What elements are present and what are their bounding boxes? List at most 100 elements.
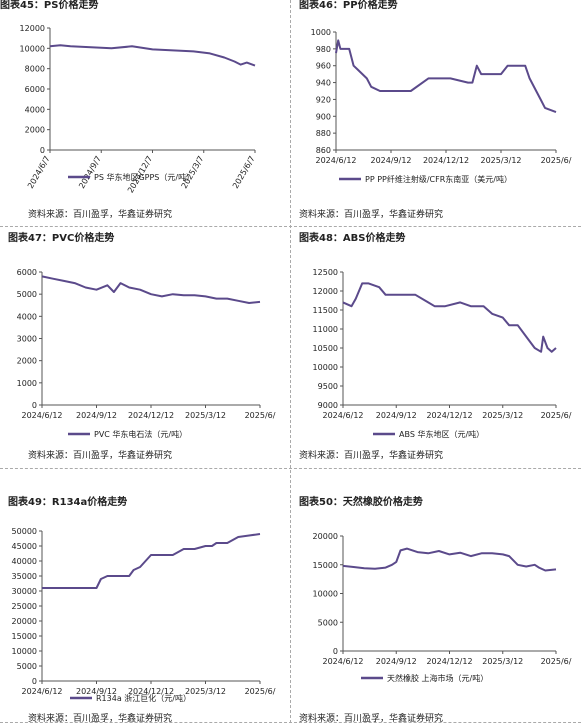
x-tick-label: 2025/3/12 bbox=[185, 687, 226, 696]
y-tick-label: 3000 bbox=[17, 335, 37, 344]
x-tick-label: 2025/3/12 bbox=[185, 411, 226, 420]
x-tick-label: 2025/3/12 bbox=[482, 411, 523, 420]
series-line bbox=[342, 547, 557, 572]
y-tick-label: 8000 bbox=[25, 65, 45, 74]
y-tick-label: 15000 bbox=[12, 632, 37, 641]
y-tick-label: 4000 bbox=[25, 105, 45, 114]
y-tick-label: 920 bbox=[316, 95, 331, 104]
x-tick-label: 2024/9/12 bbox=[370, 156, 411, 165]
x-tick-label: 2024/12/12 bbox=[426, 657, 472, 666]
chart-rubber: 0 5000 10000 15000 20000 2024/6/12 2024/9/12 20… bbox=[313, 532, 572, 683]
y-tick-label: 20000 bbox=[313, 532, 338, 541]
y-tick-label: 860 bbox=[316, 146, 331, 155]
y-tick-label: 12000 bbox=[313, 287, 338, 296]
x-tick-label: 2024/6/12 bbox=[322, 657, 363, 666]
source-note: 资料来源：百川盈孚，华鑫证券研究 bbox=[299, 210, 444, 220]
y-tick-label: 15000 bbox=[313, 561, 338, 570]
y-tick-label: 12500 bbox=[313, 268, 338, 277]
chart-title: 图表47：PVC价格走势 bbox=[8, 233, 115, 244]
x-tick-label: 2024/9/12 bbox=[76, 411, 117, 420]
series-line bbox=[41, 275, 261, 304]
series-line bbox=[342, 282, 557, 353]
chart-panel-rubber: 图表50：天然橡胶价格走势 0 5000 10000 15000 20000 2024/6… bbox=[291, 469, 581, 724]
y-tick-label: 11000 bbox=[313, 325, 338, 334]
y-tick-label: 1000 bbox=[311, 28, 331, 37]
x-tick-label: 2024/12/12 bbox=[423, 156, 469, 165]
chart-title: 图表49：R134a价格走势 bbox=[8, 497, 128, 508]
y-tick-label: 5000 bbox=[318, 618, 338, 627]
y-tick-label: 40000 bbox=[12, 557, 37, 566]
source-note: 资料来源：百川盈孚，华鑫证券研究 bbox=[28, 714, 173, 724]
y-tick-label: 5000 bbox=[17, 290, 37, 299]
x-tick-label: 2025/3/12 bbox=[482, 657, 523, 666]
x-tick-label: 2025/6/ bbox=[245, 687, 276, 696]
y-tick-label: 50000 bbox=[12, 527, 37, 536]
chart-title: 图表45：PS价格走势 bbox=[0, 0, 99, 11]
chart-panel-pp: 图表46：PP价格走势 860 880 900 920 940 960 980 1000 202… bbox=[291, 0, 581, 226]
chart-r134a: 0 5000 10000 15000 20000 25000 30000 35000 40000… bbox=[12, 527, 276, 703]
x-tick-label: 2024/6/12 bbox=[21, 687, 62, 696]
x-tick-label: 2025/6/ bbox=[541, 657, 572, 666]
legend-label: 天然橡胶 上海市场（元/吨） bbox=[387, 673, 488, 683]
series-line bbox=[49, 44, 256, 67]
y-tick-label: 1000 bbox=[17, 379, 37, 388]
x-tick-label: 2025/6/ bbox=[541, 156, 572, 165]
x-tick-label: 2025/6/ bbox=[245, 411, 276, 420]
y-tick-label: 25000 bbox=[12, 602, 37, 611]
y-tick-label: 2000 bbox=[25, 126, 45, 135]
y-tick-label: 0 bbox=[32, 401, 37, 410]
series-line bbox=[335, 39, 557, 114]
x-tick-label: 2024/6/12 bbox=[21, 411, 62, 420]
x-tick-label: 2025/3/12 bbox=[480, 156, 521, 165]
legend-label: PP PP纤维注射级/CFR东南亚（美元/吨） bbox=[365, 174, 512, 184]
series-line bbox=[42, 533, 261, 589]
y-tick-label: 900 bbox=[316, 112, 331, 121]
y-tick-label: 10000 bbox=[12, 647, 37, 656]
x-tick-label: 2024/6/12 bbox=[315, 156, 356, 165]
chart-title: 图表50：天然橡胶价格走势 bbox=[299, 497, 423, 508]
y-tick-label: 10000 bbox=[313, 590, 338, 599]
separator bbox=[290, 0, 291, 723]
y-tick-label: 880 bbox=[316, 129, 331, 138]
y-tick-label: 20000 bbox=[12, 617, 37, 626]
chart-title: 图表46：PP价格走势 bbox=[299, 0, 398, 11]
chart-panel-r134a: 图表49：R134a价格走势 0 5000 10000 15000 20000 25000… bbox=[0, 469, 290, 724]
y-tick-label: 9500 bbox=[318, 382, 338, 391]
x-tick-label: 2024/12/12 bbox=[426, 411, 472, 420]
x-tick-label: 2024/12/12 bbox=[128, 687, 174, 696]
x-tick-label: 2025/6/ bbox=[541, 411, 572, 420]
y-tick-label: 11500 bbox=[313, 306, 338, 315]
y-tick-label: 0 bbox=[32, 677, 37, 686]
y-tick-label: 980 bbox=[316, 45, 331, 54]
x-tick-label: 2025/6/7 bbox=[231, 155, 257, 191]
legend-label: PVC 华东电石法（元/吨） bbox=[94, 429, 187, 439]
chart-abs: 9000 9500 10000 10500 11000 11500 12000 12500 20… bbox=[313, 268, 572, 439]
x-tick-label: 2024/9/12 bbox=[76, 687, 117, 696]
y-tick-label: 0 bbox=[333, 647, 338, 656]
y-tick-label: 30000 bbox=[12, 587, 37, 596]
chart-panel-abs: 图表48：ABS价格走势 9000 9500 10000 10500 11000 1150… bbox=[291, 227, 581, 468]
y-tick-label: 960 bbox=[316, 62, 331, 71]
chart-panel-ps: 图表45：PS价格走势 0 2000 4000 6000 8000 10000 12000 2… bbox=[0, 0, 290, 226]
y-tick-label: 5000 bbox=[17, 662, 37, 671]
y-tick-label: 12000 bbox=[20, 24, 45, 33]
x-tick-label: 2024/9/12 bbox=[376, 411, 417, 420]
chart-panel-pvc: 图表47：PVC价格走势 0 1000 2000 3000 4000 5000 6000 20… bbox=[0, 227, 290, 468]
y-tick-label: 6000 bbox=[17, 268, 37, 277]
y-tick-label: 0 bbox=[40, 146, 45, 155]
source-note: 资料来源：百川盈孚，华鑫证券研究 bbox=[28, 451, 173, 461]
y-tick-label: 10500 bbox=[313, 344, 338, 353]
chart-pp: 860 880 900 920 940 960 980 1000 2024/6/12 2024/9… bbox=[311, 28, 572, 184]
y-tick-label: 35000 bbox=[12, 572, 37, 581]
legend-label: ABS 华东地区（元/吨） bbox=[399, 429, 484, 439]
y-tick-label: 45000 bbox=[12, 542, 37, 551]
y-tick-label: 4000 bbox=[17, 312, 37, 321]
y-tick-label: 10000 bbox=[313, 363, 338, 372]
x-tick-label: 2024/6/7 bbox=[26, 155, 52, 191]
source-note: 资料来源：百川盈孚，华鑫证券研究 bbox=[299, 451, 444, 461]
chart-pvc: 0 1000 2000 3000 4000 5000 6000 2024/6/12 2024/9… bbox=[17, 268, 276, 439]
y-tick-label: 6000 bbox=[25, 85, 45, 94]
y-tick-label: 940 bbox=[316, 79, 331, 88]
x-tick-label: 2024/12/12 bbox=[128, 411, 174, 420]
